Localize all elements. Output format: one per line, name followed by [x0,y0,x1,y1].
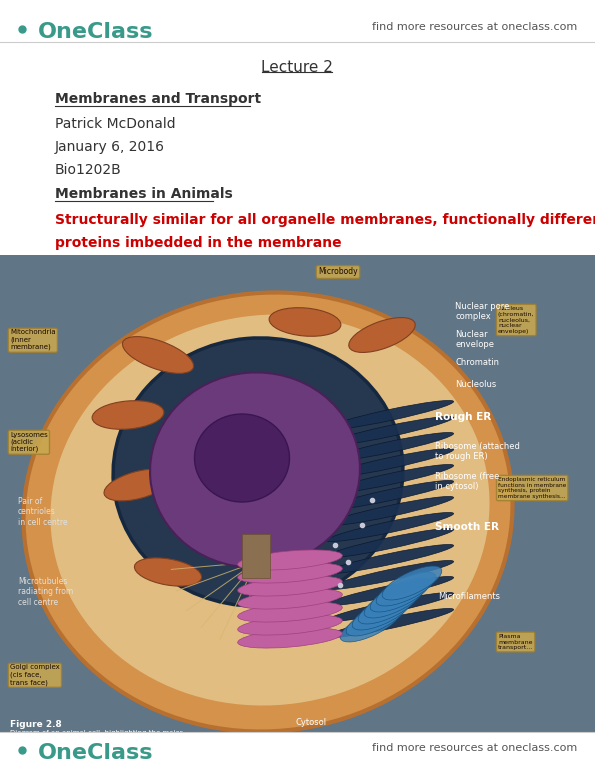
Text: proteins imbedded in the membrane: proteins imbedded in the membrane [55,236,342,250]
Ellipse shape [370,578,430,612]
Text: Smooth ER: Smooth ER [435,522,499,532]
Ellipse shape [364,584,424,618]
Text: Microfilaments: Microfilaments [438,592,500,601]
Ellipse shape [327,417,453,446]
Ellipse shape [134,558,202,586]
Ellipse shape [237,589,342,609]
Text: find more resources at oneclass.com: find more resources at oneclass.com [372,743,577,753]
Text: Microbody: Microbody [318,267,358,276]
Ellipse shape [327,480,453,510]
Ellipse shape [269,308,341,336]
Ellipse shape [376,572,436,606]
Ellipse shape [346,602,406,636]
Ellipse shape [23,293,512,732]
Ellipse shape [104,469,172,501]
Text: Lecture 2: Lecture 2 [261,60,333,75]
Ellipse shape [349,317,415,353]
Ellipse shape [327,577,453,605]
Text: Bio1202B: Bio1202B [55,163,122,177]
Text: OneClass: OneClass [38,743,154,763]
Ellipse shape [327,448,453,477]
Ellipse shape [113,338,403,606]
Ellipse shape [123,336,193,373]
Ellipse shape [327,592,453,621]
Text: Patrick McDonald: Patrick McDonald [55,117,176,131]
Text: Rough ER: Rough ER [435,412,491,422]
Text: Chromatin: Chromatin [455,358,499,367]
Text: Nuclear
envelope: Nuclear envelope [455,330,494,350]
Ellipse shape [327,528,453,557]
Text: find more resources at oneclass.com: find more resources at oneclass.com [372,22,577,32]
Ellipse shape [358,590,418,624]
Text: Mitochondria
(inner
membrane): Mitochondria (inner membrane) [10,330,55,350]
Text: OneClass: OneClass [38,22,154,42]
Ellipse shape [92,400,164,430]
Text: Golgi complex
(cis face,
trans face): Golgi complex (cis face, trans face) [10,665,60,685]
Ellipse shape [352,596,412,630]
Text: Cytosol: Cytosol [295,718,326,727]
Text: Pair of
centrioles
in cell centre: Pair of centrioles in cell centre [18,497,68,527]
Text: Membranes in Animals: Membranes in Animals [55,187,233,201]
Ellipse shape [382,566,442,600]
Ellipse shape [195,414,290,502]
Ellipse shape [327,544,453,574]
Text: Microtubules
radiating from
cell centre: Microtubules radiating from cell centre [18,577,73,607]
Text: Nucleus
(chromatin,
nucleolus,
nuclear
envelope): Nucleus (chromatin, nucleolus, nuclear e… [498,306,534,334]
Text: Plasma
membrane
transport...: Plasma membrane transport... [498,634,533,651]
Bar [0,255,595,770]
Ellipse shape [237,628,342,648]
Ellipse shape [327,513,453,541]
Ellipse shape [237,550,342,570]
Bar [242,534,270,578]
Text: Ribosome (free
in cytosol): Ribosome (free in cytosol) [435,472,499,491]
Text: Diagram of an animal cell, highlighting the major
organelles and their primary l: Diagram of an animal cell, highlighting … [10,730,183,743]
Text: Nuclear pore
complex: Nuclear pore complex [455,302,509,321]
Ellipse shape [237,602,342,622]
Ellipse shape [340,608,400,642]
Ellipse shape [327,400,453,430]
Ellipse shape [237,615,342,635]
Bar [0,732,595,770]
Text: Membranes and Transport: Membranes and Transport [55,92,261,106]
Ellipse shape [150,373,360,567]
Ellipse shape [237,563,342,583]
Ellipse shape [237,576,342,596]
Ellipse shape [327,464,453,494]
Text: Figure 2.8: Figure 2.8 [10,720,62,729]
Text: January 6, 2016: January 6, 2016 [55,140,165,154]
Ellipse shape [327,561,453,590]
Text: Endoplasmic reticulum
functions in membrane
synthesis, protein
membrane synthesi: Endoplasmic reticulum functions in membr… [498,477,566,499]
Ellipse shape [51,314,490,705]
Text: Nucleolus: Nucleolus [455,380,496,389]
Ellipse shape [327,608,453,638]
Text: Structurally similar for all organelle membranes, functionally different due to: Structurally similar for all organelle m… [55,213,595,227]
Ellipse shape [327,497,453,526]
Text: Ribosome (attached
to rough ER): Ribosome (attached to rough ER) [435,442,520,461]
Text: Lysosomes
(acidic
interior): Lysosomes (acidic interior) [10,431,48,453]
Ellipse shape [327,433,453,461]
